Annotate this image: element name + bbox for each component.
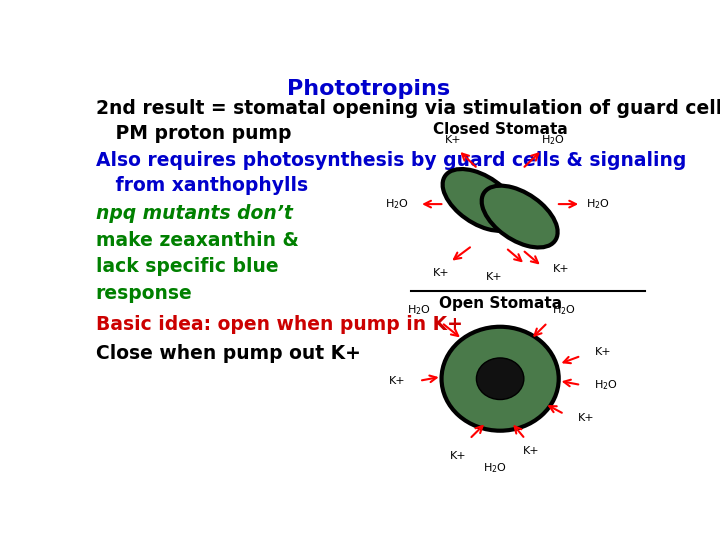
Text: response: response (96, 284, 192, 303)
Text: 2nd result = stomatal opening via stimulation of guard cell: 2nd result = stomatal opening via stimul… (96, 99, 720, 118)
Ellipse shape (477, 358, 524, 400)
Text: H$_2$O: H$_2$O (385, 197, 409, 211)
Ellipse shape (441, 327, 559, 431)
Text: K+: K+ (433, 268, 450, 278)
Text: K+: K+ (523, 447, 539, 456)
Text: H$_2$O: H$_2$O (552, 303, 576, 317)
Text: K+: K+ (486, 272, 503, 282)
Text: K+: K+ (389, 376, 405, 386)
Text: lack specific blue: lack specific blue (96, 258, 278, 276)
Text: Close when pump out K+: Close when pump out K+ (96, 345, 361, 363)
Text: make zeaxanthin &: make zeaxanthin & (96, 231, 299, 250)
Text: H$_2$O: H$_2$O (586, 197, 610, 211)
Ellipse shape (482, 186, 557, 247)
Text: Also requires photosynthesis by guard cells & signaling: Also requires photosynthesis by guard ce… (96, 151, 686, 170)
Text: H$_2$O: H$_2$O (594, 378, 618, 392)
Text: PM proton pump: PM proton pump (96, 124, 291, 143)
Text: Basic idea: open when pump in K+: Basic idea: open when pump in K+ (96, 315, 462, 334)
Text: H$_2$O: H$_2$O (541, 133, 565, 146)
Text: K+: K+ (578, 413, 595, 423)
Text: Closed Stomata: Closed Stomata (433, 122, 567, 137)
Text: Phototropins: Phototropins (287, 79, 451, 99)
Text: from xanthophylls: from xanthophylls (96, 176, 307, 195)
Text: K+: K+ (450, 451, 467, 461)
Text: K+: K+ (444, 134, 461, 145)
Text: H$_2$O: H$_2$O (482, 461, 506, 475)
Text: Open Stomata: Open Stomata (438, 296, 562, 312)
Ellipse shape (443, 169, 518, 231)
Text: npq mutants don’t: npq mutants don’t (96, 204, 292, 223)
Text: K+: K+ (553, 264, 570, 274)
Text: K+: K+ (595, 347, 612, 357)
Text: H$_2$O: H$_2$O (408, 303, 431, 317)
